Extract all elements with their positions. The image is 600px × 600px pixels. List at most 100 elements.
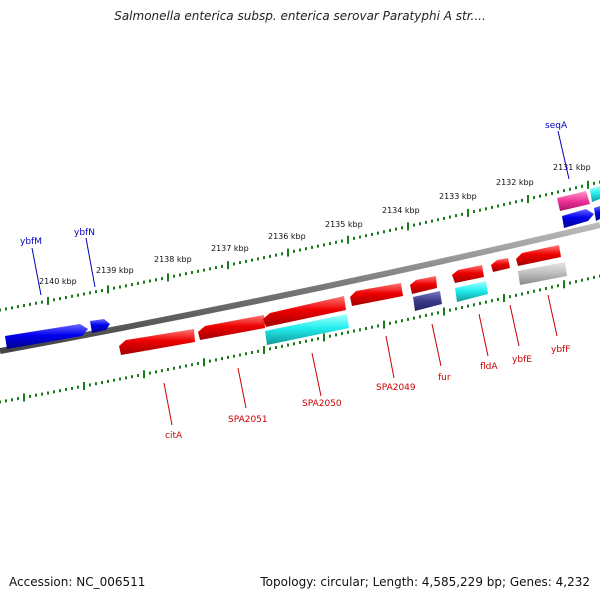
minor-tick (335, 240, 337, 244)
minor-tick (497, 204, 499, 208)
minor-tick (497, 297, 499, 301)
minor-tick (23, 304, 25, 307)
minor-tick (179, 365, 181, 369)
minor-tick (215, 358, 217, 362)
minor-tick (575, 280, 577, 284)
genome-backbone (0, 222, 600, 354)
minor-tick (155, 370, 157, 374)
minor-tick (161, 369, 163, 373)
minor-tick (137, 374, 139, 377)
minor-tick (47, 391, 49, 395)
gene-ybfE[interactable] (491, 258, 510, 272)
minor-tick (245, 259, 247, 263)
minor-tick (515, 200, 517, 204)
minor-tick (521, 292, 523, 296)
accession-label: Accession: NC_006511 (9, 575, 146, 589)
leader-line (509, 304, 520, 347)
kbp-label: 2140 kbp (39, 277, 77, 286)
minor-tick (431, 219, 433, 223)
gene-blue-right[interactable] (562, 209, 594, 228)
minor-tick (125, 284, 127, 288)
major-tick (263, 346, 265, 354)
minor-tick (41, 300, 43, 304)
minor-tick (221, 357, 223, 361)
gene-ybfF-gray[interactable] (518, 262, 567, 285)
major-tick (287, 248, 289, 257)
gene-fldA-cyan[interactable] (455, 281, 488, 302)
minor-tick (413, 316, 415, 320)
minor-tick (359, 235, 361, 239)
kbp-label: 2135 kbp (325, 220, 363, 229)
kbp-label: 2138 kbp (154, 255, 192, 264)
minor-tick (485, 300, 487, 304)
minor-tick (239, 261, 241, 265)
gene-fur[interactable] (410, 276, 437, 294)
leader-line (557, 130, 570, 180)
minor-tick (365, 327, 367, 330)
minor-tick (449, 308, 451, 312)
minor-tick (281, 344, 283, 348)
minor-tick (455, 214, 457, 218)
gene-SPA2049[interactable] (350, 283, 403, 306)
kbp-labels: 2131 kbp 2132 kbp 2133 kbp 2134 kbp 2135… (39, 163, 591, 286)
minor-tick (347, 330, 349, 334)
minor-tick (173, 366, 175, 370)
minor-tick (419, 315, 421, 319)
major-tick (347, 235, 349, 244)
minor-tick (485, 207, 487, 211)
gene-SPA2050[interactable] (263, 296, 346, 327)
minor-tick (197, 269, 199, 273)
major-tick (383, 320, 385, 329)
minor-tick (491, 299, 493, 303)
minor-tick (29, 394, 31, 398)
minor-tick (437, 311, 439, 315)
gene-SPA2050-cyan[interactable] (265, 314, 349, 345)
gene-ybfM[interactable] (5, 324, 88, 349)
minor-tick (395, 320, 397, 324)
minor-tick (239, 353, 241, 357)
minor-tick (305, 339, 307, 343)
leader-line (547, 294, 558, 337)
minor-tick (473, 303, 475, 307)
gene-fldA[interactable] (452, 265, 484, 283)
minor-tick (551, 191, 553, 195)
gene-cyan-right[interactable] (590, 186, 600, 202)
major-tick (407, 222, 409, 231)
major-tick (47, 296, 49, 305)
minor-tick (137, 281, 139, 285)
gene-SPA2051[interactable] (198, 315, 265, 340)
minor-tick (479, 208, 481, 212)
minor-tick (191, 271, 193, 274)
minor-tick (245, 352, 247, 356)
major-tick (143, 370, 145, 379)
minor-tick (341, 239, 343, 243)
gene-blue-edge[interactable] (594, 206, 600, 221)
gene-ybfF[interactable] (516, 245, 561, 266)
gene-fur-navy[interactable] (413, 291, 442, 311)
minor-tick (203, 268, 205, 272)
minor-tick (329, 242, 331, 246)
minor-tick (425, 313, 427, 317)
minor-tick (575, 186, 577, 190)
gene-citA[interactable] (119, 329, 195, 355)
minor-tick (371, 325, 373, 329)
minor-tick (113, 286, 115, 290)
minor-tick (563, 189, 565, 193)
minor-tick (371, 232, 373, 236)
minor-tick (35, 393, 37, 397)
minor-tick (533, 289, 535, 293)
minor-tick (317, 244, 319, 248)
minor-tick (149, 371, 151, 375)
gene-ybfN[interactable] (90, 319, 110, 333)
kbp-label: 2134 kbp (382, 206, 420, 215)
minor-tick (185, 272, 187, 276)
minor-tick (539, 194, 541, 198)
minor-tick (11, 398, 13, 402)
minor-tick (545, 193, 547, 197)
minor-tick (119, 285, 121, 289)
gene-seqA[interactable] (557, 191, 590, 211)
minor-tick (233, 354, 235, 358)
minor-tick (131, 283, 133, 287)
minor-tick (0, 308, 1, 312)
